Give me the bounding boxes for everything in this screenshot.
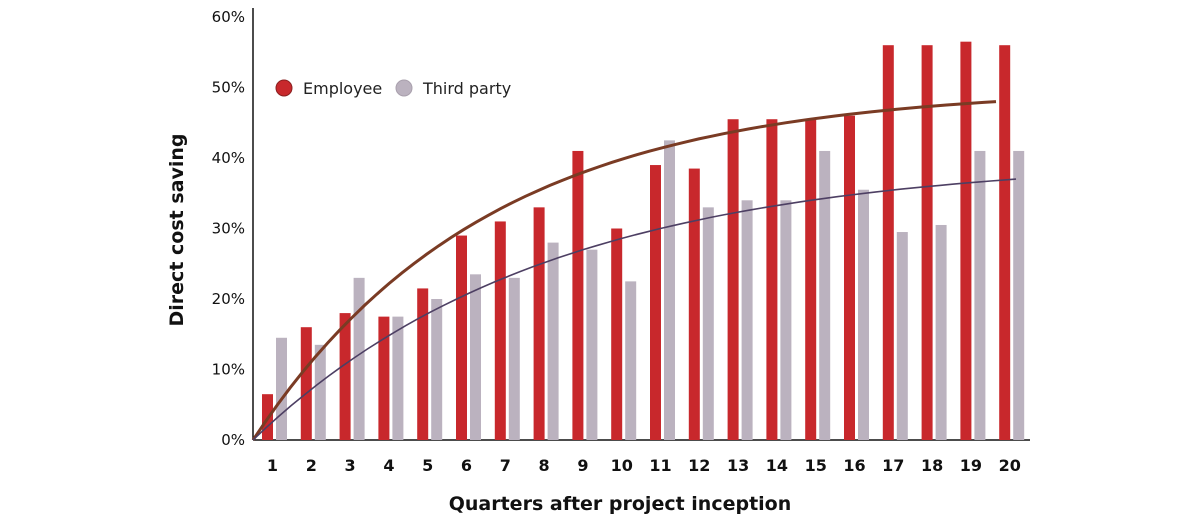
y-axis-title: Direct cost saving [166,134,188,327]
third-party-bar [625,281,637,440]
x-tick-label: 15 [805,456,827,475]
employee-bar [417,288,429,440]
employee-bar [960,41,972,441]
y-tick-label: 60% [212,8,245,26]
third-party-bar [547,242,559,440]
third-party-bar [702,207,714,440]
x-tick-label: 8 [539,456,550,475]
employee-bar [727,119,739,440]
y-tick-label: 40% [212,149,245,167]
x-axis: 1 2 3 4 5 6 7 8 9 10 11 12 13 14 15 16 17 18 19 20 [253,439,1030,475]
x-tick-label: 20 [999,456,1021,475]
x-tick-label: 19 [960,456,982,475]
x-tick-label: 17 [882,456,904,475]
employee-bar [494,221,506,440]
employee-bar [882,45,894,440]
legend: Employee Third party [275,79,511,98]
y-tick-label: 50% [212,79,245,97]
x-tick-label: 6 [461,456,472,475]
employee-bar [688,168,700,440]
y-tick-label: 30% [212,220,245,238]
x-tick-label: 5 [422,456,433,475]
employee-bar [611,228,623,440]
y-tick-label: 10% [212,361,245,379]
x-tick-label: 13 [727,456,749,475]
y-axis: 0% 10% 20% 30% 40% 50% 60% [212,8,254,449]
employee-trendline [251,100,997,441]
x-tick-label: 10 [611,456,633,475]
legend-employee-swatch [275,79,293,97]
x-tick-label: 14 [766,456,788,475]
x-tick-label: 7 [500,456,511,475]
third-party-bar [314,344,326,440]
third-party-trendline [252,178,1017,441]
x-axis-title: Quarters after project inception [449,493,792,515]
employee-bar [844,115,855,440]
legend-employee-label: Employee [303,79,382,98]
legend-third-party-label: Third party [422,79,511,98]
y-tick-label: 0% [221,431,245,449]
third-party-bar [276,337,287,440]
bars [262,41,1025,441]
employee-bar [921,45,933,440]
x-tick-label: 2 [306,456,317,475]
third-party-bar [780,200,792,440]
legend-third-party-swatch [395,79,413,97]
third-party-bar [858,189,869,440]
employee-bar [999,45,1011,440]
third-party-bar [431,299,443,440]
third-party-bar [819,150,831,440]
third-party-bar [935,224,947,440]
employee-bar [572,150,584,440]
employee-bar [339,313,351,440]
third-party-bar [664,140,675,440]
third-party-bar [1013,150,1025,440]
trendlines [251,100,1017,441]
x-tick-label: 16 [843,456,865,475]
third-party-bar [470,274,481,440]
third-party-bar [896,232,908,440]
employee-bar [456,235,467,440]
x-tick-label: 3 [345,456,356,475]
y-tick-label: 20% [212,290,245,308]
third-party-bar [392,316,404,440]
x-tick-label: 12 [688,456,710,475]
x-tick-label: 1 [267,456,278,475]
third-party-bar [741,200,753,440]
third-party-bar [586,249,598,440]
employee-bar [805,119,817,440]
employee-bar [378,316,390,440]
x-tick-label: 9 [577,456,588,475]
employee-bar [300,327,312,440]
x-tick-label: 11 [649,456,671,475]
third-party-bar [508,277,520,440]
third-party-bar [353,277,365,440]
third-party-bar [974,150,986,440]
x-tick-label: 18 [921,456,943,475]
employee-bar [766,119,778,440]
x-tick-label: 4 [383,456,394,475]
employee-bar [650,165,661,441]
employee-bar [533,207,545,440]
